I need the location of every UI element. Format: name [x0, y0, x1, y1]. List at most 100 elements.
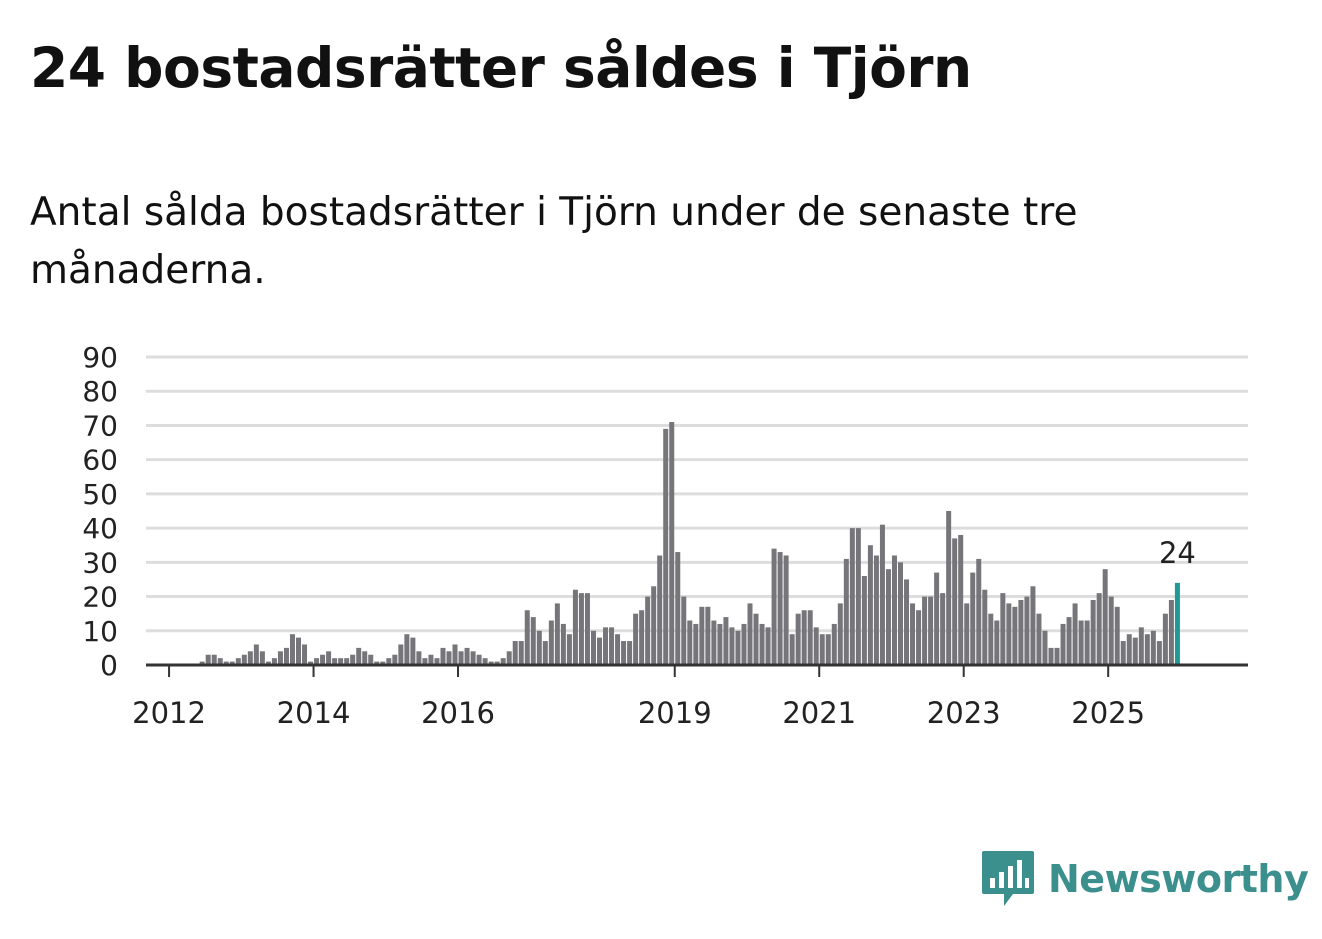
bar: [705, 606, 711, 665]
bar: [693, 623, 699, 665]
bar: [621, 641, 627, 665]
bar: [1066, 617, 1072, 665]
bar: [386, 658, 392, 665]
bar: [344, 658, 350, 665]
bar: [994, 620, 1000, 665]
bar: [446, 651, 452, 665]
bar: [717, 623, 723, 665]
newsworthy-logo-icon: [982, 851, 1034, 906]
bar: [1006, 603, 1012, 665]
bar: [741, 623, 747, 665]
bar: [783, 555, 789, 665]
bar: [308, 661, 314, 665]
bar: [566, 634, 572, 665]
bar: [289, 634, 295, 665]
bar: [771, 548, 777, 665]
bar: [687, 620, 693, 665]
annotations: 24: [1159, 536, 1196, 570]
bar: [1108, 596, 1114, 665]
y-tick-label: 0: [100, 649, 118, 682]
bar: [356, 647, 362, 665]
bar: [777, 552, 783, 665]
bar: [464, 647, 470, 665]
bar: [904, 579, 910, 665]
bar: [633, 613, 639, 665]
bar: [271, 658, 277, 665]
bar: [910, 603, 916, 665]
bar: [898, 562, 903, 665]
bar: [735, 630, 741, 665]
bar: [1102, 569, 1108, 665]
x-tick-label: 2016: [421, 696, 495, 730]
bar: [795, 613, 801, 665]
bar: [952, 538, 958, 665]
bar: [470, 651, 476, 665]
bar: [928, 596, 934, 665]
bar: [1084, 620, 1090, 665]
bar: [560, 623, 566, 665]
bar: [530, 617, 536, 665]
bar: [669, 422, 675, 665]
bar: [1120, 641, 1126, 665]
bar: [536, 630, 542, 665]
x-tick-label: 2021: [782, 696, 856, 730]
bar: [627, 641, 633, 665]
bar: [1000, 593, 1006, 665]
y-tick-label: 80: [82, 375, 118, 408]
bar: [338, 658, 344, 665]
y-tick-label: 40: [82, 512, 118, 545]
bar: [1138, 627, 1144, 665]
bar: [259, 651, 265, 665]
bar: [958, 534, 964, 665]
bar: [590, 630, 596, 665]
bar: [837, 603, 843, 665]
bar: [332, 658, 338, 665]
bar: [759, 623, 765, 665]
bar: [765, 627, 771, 665]
bar: [428, 654, 434, 665]
bar: [205, 654, 211, 665]
bar: [1042, 630, 1048, 665]
bar: [1060, 623, 1066, 665]
x-axis: 2012 2014 2016 2019 2021 2023 2025: [132, 663, 1248, 730]
bar: [1078, 620, 1084, 665]
bar: [452, 644, 458, 665]
bar: [524, 610, 530, 665]
bar: [879, 524, 885, 665]
bar: [350, 654, 356, 665]
bar: [813, 627, 819, 665]
bar: [922, 596, 928, 665]
bar: [283, 647, 289, 665]
bar: [458, 651, 464, 665]
bar: [988, 613, 994, 665]
bar: [584, 593, 590, 665]
bar: [392, 654, 398, 665]
bar: [1114, 606, 1120, 665]
y-tick-label: 70: [82, 409, 118, 442]
bar: [711, 620, 717, 665]
bar: [1126, 634, 1132, 665]
bar: [934, 572, 940, 665]
bar: [723, 617, 729, 665]
x-tick-label: 2014: [277, 696, 351, 730]
y-tick-label: 20: [82, 581, 118, 614]
bar: [699, 606, 705, 665]
brand-logo: Newsworthy: [980, 848, 1309, 910]
bar: [651, 586, 657, 665]
bar: [554, 603, 560, 665]
bar: [512, 641, 518, 665]
bar: [265, 661, 271, 665]
bar: [819, 634, 825, 665]
bar: [518, 641, 524, 665]
bar: [494, 661, 500, 665]
bar: [982, 589, 988, 665]
bar: [1024, 596, 1030, 665]
bars: [199, 422, 1180, 665]
bar: [976, 558, 982, 665]
bar: [398, 644, 404, 665]
y-tick-label: 50: [82, 478, 118, 511]
last-value-label: 24: [1159, 536, 1196, 570]
bar: [1144, 634, 1150, 665]
bar: [1072, 603, 1078, 665]
